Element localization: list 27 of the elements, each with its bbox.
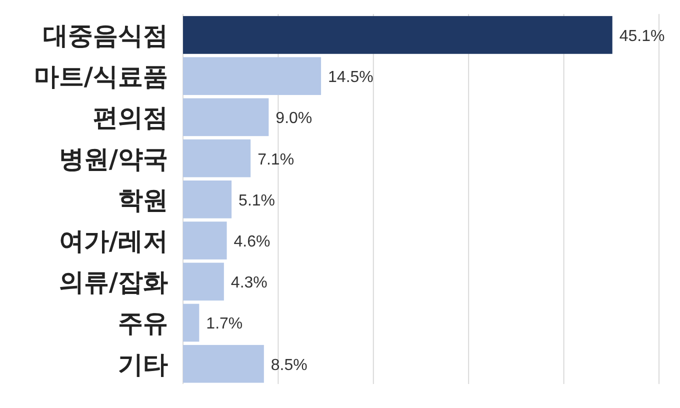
bar (183, 57, 322, 95)
data-label: 14.5% (328, 69, 374, 86)
data-label: 8.5% (270, 356, 308, 374)
y-tick-label: 학원 (118, 185, 168, 214)
bar (183, 16, 612, 54)
bar (183, 180, 232, 218)
y-tick-label: 대중음식점 (43, 20, 168, 50)
data-label: 5.1% (238, 192, 276, 210)
data-label: 9.0% (276, 110, 312, 128)
bar (183, 262, 224, 301)
bar (183, 139, 251, 178)
data-label: 45.1% (619, 28, 665, 45)
bar (183, 222, 227, 260)
bar (183, 98, 269, 136)
data-label: 1.7% (206, 316, 243, 333)
y-tick-label: 의류/잡화 (58, 268, 168, 297)
y-tick-label: 병원/약국 (58, 144, 168, 174)
bar (183, 344, 264, 383)
y-tick-label: 기타 (118, 350, 168, 379)
y-tick-label: 주유 (118, 308, 168, 338)
data-label: 7.1% (258, 151, 294, 168)
y-tick-label: 마트/식료품 (34, 62, 168, 92)
y-tick-label: 여가/레저 (58, 226, 168, 256)
y-tick-label: 편의점 (93, 103, 168, 132)
data-label: 4.3% (230, 274, 268, 292)
data-label: 4.6% (234, 234, 270, 251)
bar (183, 304, 200, 342)
